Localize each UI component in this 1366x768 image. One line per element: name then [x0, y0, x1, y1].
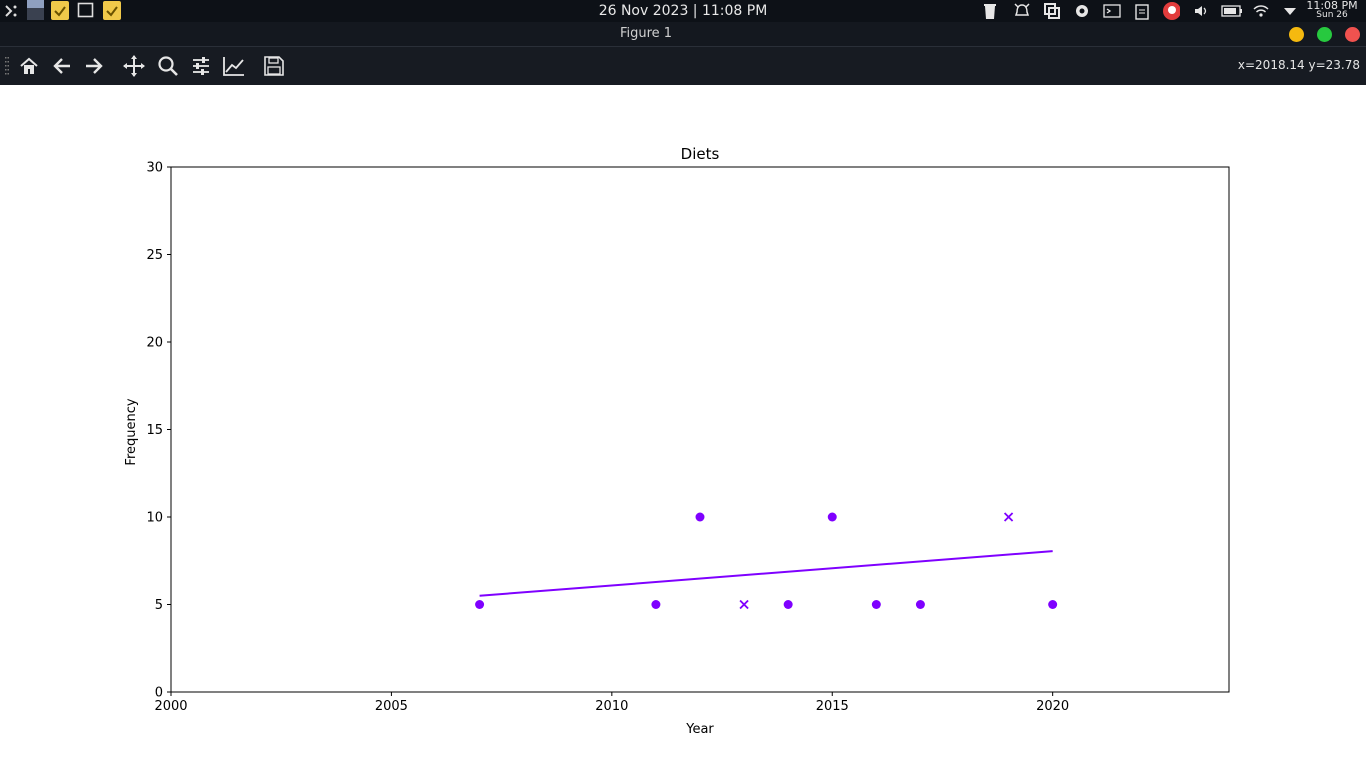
y-tick-label: 5 — [155, 598, 163, 613]
pan-move-icon[interactable] — [120, 52, 148, 80]
minimize-button[interactable] — [1289, 27, 1304, 42]
y-axis-label: Frequency — [124, 398, 139, 465]
cursor-coordinates: x=2018.14 y=23.78 — [1237, 58, 1360, 72]
update-alert-icon[interactable] — [1162, 2, 1180, 20]
figure-toolbar: x=2018.14 y=23.78 — [0, 47, 1366, 85]
y-tick-label: 25 — [146, 248, 163, 263]
y-axis-ticks: 0 5 10 15 20 25 30 — [146, 161, 171, 701]
y-tick-label: 10 — [146, 511, 163, 526]
volume-icon[interactable] — [1192, 2, 1210, 20]
y-tick-label: 20 — [146, 336, 163, 351]
data-point — [475, 600, 485, 609]
clipboard-icon[interactable] — [1133, 2, 1151, 20]
terminal-icon[interactable] — [1103, 2, 1121, 20]
window-outline-icon[interactable] — [77, 2, 94, 19]
save-icon[interactable] — [260, 52, 288, 80]
y-tick-label: 30 — [146, 161, 163, 176]
wifi-icon[interactable] — [1252, 2, 1270, 20]
data-point-x-marker — [739, 599, 749, 610]
alarm-icon[interactable] — [1013, 2, 1031, 20]
data-point — [783, 600, 793, 609]
x-tick-label: 2020 — [1036, 699, 1069, 714]
sync-icon[interactable] — [1043, 2, 1061, 20]
data-point — [871, 600, 881, 609]
system-top-bar: 26 Nov 2023 | 11:08 PM 11:08 PM Sun 26 — [0, 0, 1366, 22]
maximize-button[interactable] — [1317, 27, 1332, 42]
chart-title: Diets — [681, 145, 720, 163]
back-arrow-icon[interactable] — [48, 52, 76, 80]
data-point — [915, 600, 925, 609]
axes-frame — [170, 166, 1230, 693]
toolbar-grip-icon[interactable] — [5, 57, 9, 75]
zoom-icon[interactable] — [154, 52, 182, 80]
window-thumbnail-icon[interactable] — [27, 0, 44, 20]
tray-date: Sun 26 — [1316, 10, 1348, 20]
x-tick-label: 2010 — [595, 699, 628, 714]
x-tick-label: 2005 — [375, 699, 408, 714]
data-point — [651, 600, 661, 609]
edit-axis-icon[interactable] — [220, 52, 248, 80]
data-points-layer — [475, 512, 1058, 610]
x-tick-label: 2000 — [154, 699, 187, 714]
x-axis-label: Year — [685, 722, 714, 737]
date-time-display: 26 Nov 2023 | 11:08 PM — [598, 3, 768, 19]
configure-subplots-icon[interactable] — [187, 52, 215, 80]
y-tick-label: 0 — [155, 686, 163, 701]
dropdown-arrow-icon[interactable] — [1281, 2, 1299, 20]
settings-gear-icon[interactable] — [1073, 2, 1091, 20]
trendline-layer — [479, 550, 1053, 597]
trendline — [479, 550, 1053, 597]
notes-icon[interactable] — [51, 1, 69, 20]
data-point — [695, 512, 705, 522]
forward-arrow-icon[interactable] — [80, 52, 108, 80]
home-icon[interactable] — [15, 52, 43, 80]
y-tick-label: 15 — [146, 423, 163, 438]
apps-launcher-icon[interactable] — [2, 2, 20, 20]
data-point-x-marker — [1003, 512, 1014, 522]
data-point — [827, 512, 837, 522]
figure-canvas[interactable]: Diets 2000 2005 2010 2015 2020 051015202530 … — [0, 85, 1366, 768]
trash-icon[interactable] — [981, 2, 999, 20]
x-axis-ticks: 2000 2005 2010 2015 2020 — [154, 692, 1069, 714]
data-point — [1048, 600, 1058, 609]
window-title-bar: Figure 1 — [0, 22, 1366, 47]
notes-icon[interactable] — [103, 1, 121, 20]
window-title: Figure 1 — [619, 26, 673, 41]
tray-time: 11:08 PM — [1306, 0, 1358, 12]
close-button[interactable] — [1345, 27, 1360, 42]
battery-icon[interactable] — [1221, 2, 1243, 20]
x-tick-label: 2015 — [816, 699, 849, 714]
